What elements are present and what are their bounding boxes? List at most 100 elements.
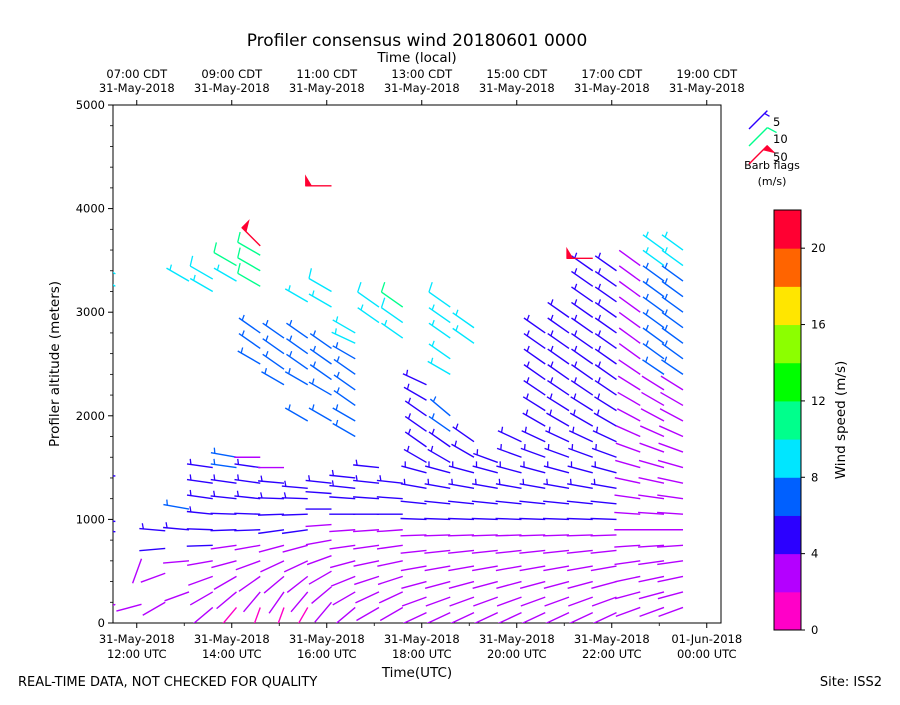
barb-half: [665, 357, 667, 362]
barb-shaft: [211, 561, 236, 568]
barb-column: [472, 449, 498, 623]
barb-shaft: [615, 576, 640, 581]
barb-full: [93, 251, 95, 261]
colorbar-label: Wind speed (m/s): [833, 361, 849, 480]
barb-half: [574, 410, 575, 416]
wind-barb: [519, 550, 545, 553]
barb-half: [551, 315, 553, 320]
barb-shaft: [593, 613, 617, 624]
barb-shaft: [402, 597, 426, 606]
barb-half: [575, 253, 577, 258]
wind-barb: [329, 497, 355, 499]
wind-barb: [234, 491, 260, 499]
barb-shaft: [403, 613, 427, 624]
barb-shaft: [659, 426, 683, 437]
wind-barb: [275, 607, 284, 631]
wind-barb: [450, 597, 474, 606]
barb-half: [428, 479, 429, 485]
barb-half: [575, 346, 577, 351]
barb-shaft: [567, 518, 593, 519]
barb-half: [665, 294, 667, 299]
wind-barb: [310, 346, 331, 364]
barb-shaft: [188, 576, 212, 585]
wind-barb: [616, 426, 640, 437]
wind-barb: [567, 518, 593, 519]
top-tick-time: 13:00 CDT: [391, 67, 453, 81]
x-tick-date: 31-May-2018: [99, 632, 175, 646]
wind-barb: [238, 347, 261, 364]
barb-column: [519, 315, 545, 624]
colorbar-segment: [774, 210, 801, 249]
barb-half: [289, 368, 290, 374]
wind-barb: [211, 459, 237, 468]
wind-barb: [405, 398, 426, 416]
barb-shaft: [333, 592, 356, 605]
barb-shaft: [258, 530, 284, 534]
wind-barb: [662, 232, 683, 250]
barb-half: [290, 320, 292, 325]
barb-shaft: [238, 258, 261, 271]
barb-shaft: [472, 566, 498, 571]
barb-half: [332, 470, 333, 476]
barb-half: [598, 330, 600, 335]
wind-barb: [214, 242, 237, 265]
wind-barb: [543, 535, 569, 536]
barb-full: [381, 298, 384, 308]
barb-shaft: [616, 426, 640, 437]
barb-half: [361, 305, 363, 310]
wind-barb: [567, 535, 593, 536]
wind-barb: [187, 506, 213, 514]
x-tick-time: 00:00 UTC: [677, 647, 737, 661]
wind-barb: [472, 566, 498, 571]
wind-barb: [235, 545, 261, 550]
wind-barb: [211, 513, 237, 514]
wind-barb: [641, 392, 664, 405]
wind-barb: [614, 545, 640, 547]
wind-barb: [405, 413, 426, 431]
barb-shaft: [187, 529, 213, 530]
wind-barb: [615, 592, 640, 599]
wind-barb: [166, 265, 189, 282]
wind-barb: [353, 530, 379, 532]
barb-shaft: [619, 266, 640, 281]
wind-barb: [425, 461, 450, 472]
x-tick-time: 12:00 UTC: [107, 647, 167, 661]
wind-barb: [642, 357, 664, 375]
wind-barb: [260, 561, 284, 572]
wind-barb: [309, 291, 332, 308]
wind-barb: [472, 501, 498, 504]
barb-full: [238, 263, 240, 273]
barb-column: [258, 320, 284, 632]
wind-barb: [377, 475, 403, 483]
barb-shaft: [591, 535, 617, 536]
colorbar-tick-label: 12: [811, 394, 826, 408]
barb-shaft: [93, 273, 116, 286]
wind-barb: [353, 545, 379, 549]
barb-half: [214, 474, 215, 480]
x-tick-time: 16:00 UTC: [297, 647, 357, 661]
barb-half: [166, 522, 167, 528]
barb-shaft: [269, 592, 284, 613]
barb-half: [456, 310, 458, 315]
barb-half: [526, 410, 527, 416]
barb-shaft: [614, 512, 640, 514]
wind-barb: [430, 396, 450, 415]
barb-shaft: [425, 582, 450, 589]
wind-barb: [429, 341, 450, 359]
barb-flag: [567, 248, 573, 258]
barb-shaft: [312, 587, 332, 604]
barb-shaft: [377, 561, 402, 566]
top-tick-date: 31-May-2018: [574, 81, 650, 95]
wind-barb: [544, 582, 569, 589]
barb-half: [266, 320, 268, 325]
colorbar-segment: [774, 515, 801, 554]
site-label: Site: ISS2: [820, 675, 882, 690]
wind-barb: [568, 444, 592, 457]
wind-barb: [239, 330, 260, 348]
barb-shaft: [568, 582, 593, 589]
barb-half: [336, 404, 337, 410]
wind-barb: [473, 449, 497, 462]
barb-half: [289, 285, 290, 291]
barb-half: [665, 232, 667, 237]
wind-barb: [353, 497, 379, 499]
